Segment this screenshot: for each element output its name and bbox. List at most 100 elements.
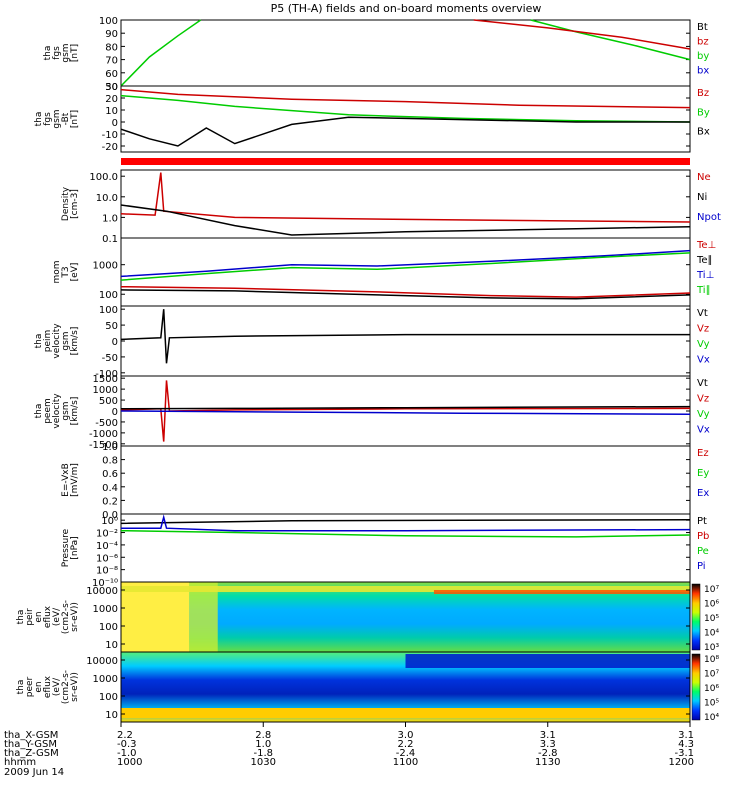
legend-entry: Ti⊥ [696,270,714,281]
legend-entry: Vt [697,308,708,319]
y-axis-label: tha [16,610,26,625]
colorbar-tick-label: 10⁸ [704,655,719,665]
y-tick-label: 0.8 [102,456,118,467]
colorbar-tick-label: 10³ [704,643,719,653]
y-tick-label: 10 [105,710,118,721]
y-axis-label: (cm2-s- [61,600,71,634]
series-line [120,309,690,364]
y-axis-label: mom [52,260,62,283]
legend-entry: Pt [697,516,707,527]
y-tick-label: 1.0 [102,213,118,224]
y-tick-label: 0 [112,118,118,129]
series-line [120,19,202,87]
y-tick-label: 0 [112,407,118,418]
legend-entry: Ne [697,172,711,183]
y-tick-label: 0.6 [102,469,118,480]
y-axis-label: (eV/ [52,677,62,696]
legend-entry: Ti∥ [696,285,711,296]
y-tick-label: 100 [99,16,118,27]
x-tick-label: 2.2 [398,739,414,750]
x-tick-label: 3.1 [678,730,694,741]
spectrogram-hot-band [433,590,690,594]
y-axis-label: gsm [61,401,71,420]
y-axis-label: [nT] [70,44,80,62]
panel-frame [120,445,691,515]
y-tick-label: -50 [102,353,118,364]
series-line [120,116,690,147]
legend-entry: Ey [697,468,709,479]
x-tick-label: -1.0 [117,748,137,759]
series-line [120,88,691,109]
y-axis-label: peer [25,676,35,697]
colorbar-tick-label: 10⁷ [704,670,719,680]
y-tick-label: 0 [112,337,118,348]
y-axis-label: [km/s] [70,327,80,356]
legend-entry: Vy [697,339,710,350]
x-tick-label: 1100 [393,757,418,768]
series-line [120,410,691,416]
legend-entry: Pb [697,531,709,542]
y-axis-label: tha [34,334,44,349]
y-tick-label: 100.0 [89,172,118,183]
spectrogram-transition-region [189,582,218,652]
x-tick-label: 1130 [535,757,560,768]
legend-entry: Vx [697,355,710,366]
colorbar-tick-label: 10⁴ [704,629,719,639]
series-line [473,19,691,50]
legend-entry: Vz [697,394,709,405]
y-tick-label: 500 [99,396,118,407]
y-axis-label: -Bt [61,112,71,125]
x-tick-label: 1030 [251,757,276,768]
x-axis-row-label: tha_Y-GSM [4,739,57,750]
y-tick-label: 10⁻⁸ [96,566,118,577]
y-tick-label: -1000 [89,429,118,440]
x-tick-label: -2.4 [396,748,416,759]
legend-entry: Te⊥ [696,240,716,251]
legend-entry: Vy [697,409,710,420]
y-axis-label: (cm2-s- [61,670,71,704]
x-tick-label: -2.8 [538,748,558,759]
y-axis-label: Density [61,186,71,221]
y-tick-label: -10 [102,130,118,141]
panel-peir-spectrogram: 10 100 1000 10000 tha peir en eflux (eV/(cm2-s-s… [16,581,719,653]
legend-entry: bz [697,37,709,48]
y-tick-label: 10⁻⁴ [96,541,118,552]
x-tick-label: 2.2 [117,730,133,741]
y-axis-label: [km/s] [70,397,80,426]
x-tick-label: -1.8 [253,748,273,759]
y-tick-label: 100 [99,622,118,633]
colorbar-tick-label: 10⁶ [704,600,719,610]
y-axis-label: eflux [43,605,53,628]
x-tick-label: 1.0 [255,739,271,750]
legend-entry: Bx [697,127,710,138]
legend-entry: Vt [697,378,708,389]
series-line [120,249,691,278]
series-line [120,518,691,525]
y-tick-label: 100 [99,305,118,316]
x-tick-label: 3.3 [540,739,556,750]
panel-mom-temperature: 100 1000 mom T3 [eV] Te⊥ Te∥ Ti⊥ Ti∥ [52,237,716,307]
x-tick-label: -3.1 [674,748,694,759]
x-tick-label: 3.0 [398,730,414,741]
y-axis-label: tha [34,112,44,127]
y-axis-label: peem [43,398,53,424]
y-tick-label: 0.1 [102,234,118,245]
y-tick-label: 0.0 [102,510,118,521]
x-tick-label: 2.8 [255,730,271,741]
legend-entry: by [697,51,709,62]
y-axis-label: tha [43,46,53,61]
panel-fgs-gsm-top: 50 60 70 80 90 100 tha fgs gsm [nT] Bt bz by bx [43,16,709,93]
series-line [120,380,691,442]
y-tick-label: 30 [105,82,118,93]
y-tick-label: 1500 [93,374,118,385]
y-axis-label: tha [16,680,26,695]
x-tick-label: -0.3 [117,739,137,750]
panel-frame [120,305,691,377]
y-axis-label: [mV/m] [70,463,80,497]
y-axis-label: E=-VxB [61,463,71,497]
y-tick-label: 10⁻² [96,529,118,540]
y-tick-label: 10⁻⁶ [96,553,118,564]
y-tick-label: 50 [105,321,118,332]
